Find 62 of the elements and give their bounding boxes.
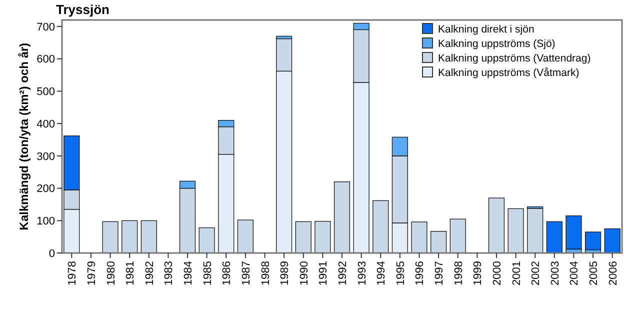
- x-tick-label: 1994: [376, 261, 388, 286]
- bar: [140, 220, 157, 254]
- x-tick-label: 1978: [66, 261, 79, 286]
- bar: [334, 182, 350, 254]
- x-tick-label: 1980: [105, 261, 118, 286]
- bar: [198, 227, 215, 254]
- x-tick-label: 1981: [124, 261, 137, 286]
- legend-label: Kalkning direkt i sjön: [438, 24, 534, 36]
- x-tick-label: 1982: [144, 261, 156, 286]
- bar: [450, 218, 466, 254]
- y-tick-label: 600: [36, 54, 55, 66]
- x-tick-label: 2004: [568, 261, 581, 286]
- y-tick-label: 200: [36, 183, 55, 196]
- y-tick-label: 700: [36, 21, 55, 34]
- bar: [314, 220, 331, 254]
- x-tick-label: 1989: [279, 261, 292, 286]
- bar: [527, 208, 544, 254]
- x-tick-label: 1995: [394, 261, 407, 286]
- x-tick-label: 1985: [202, 261, 214, 286]
- y-tick-label: 300: [36, 150, 55, 163]
- bar: [585, 232, 602, 250]
- x-tick-label: 1992: [337, 261, 349, 286]
- bar: [295, 221, 312, 254]
- bar: [102, 221, 118, 254]
- chart-title: Tryssjön: [56, 2, 110, 17]
- x-tick-label: 1986: [221, 261, 234, 286]
- x-tick-label: 2002: [530, 261, 542, 286]
- x-tick-label: 1984: [182, 261, 195, 286]
- x-tick-label: 1991: [318, 261, 330, 286]
- x-tick-label: 2006: [607, 261, 620, 286]
- y-tick-label: 100: [36, 215, 55, 228]
- x-tick-label: 1990: [298, 261, 310, 286]
- x-tick-label: 1999: [472, 261, 484, 286]
- bar: [488, 198, 505, 254]
- y-tick-label: 0: [48, 248, 55, 260]
- legend-label: Kalkning uppströms (Våtmark): [438, 67, 580, 79]
- y-tick-label: 500: [36, 86, 55, 98]
- bar: [604, 228, 620, 254]
- bar: [237, 220, 254, 254]
- bar: [430, 231, 447, 254]
- x-tick-label: 2005: [588, 261, 600, 286]
- x-tick-label: 1993: [356, 261, 368, 286]
- x-tick-label: 1983: [163, 261, 176, 286]
- x-tick-label: 1979: [86, 261, 98, 286]
- bar: [546, 221, 562, 254]
- bar: [372, 200, 389, 254]
- y-axis-title: Kalkmängd (ton/yta (km²) och år): [17, 42, 31, 230]
- bar: [508, 208, 524, 254]
- bar: [122, 220, 138, 254]
- x-tick-label: 1987: [240, 261, 252, 286]
- x-tick-label: 1998: [452, 261, 465, 286]
- y-tick-label: 400: [36, 118, 55, 130]
- legend-label: Kalkning uppströms (Sjö): [438, 38, 556, 50]
- legend-label: Kalkning uppströms (Vattendrag): [438, 52, 591, 64]
- x-tick-label: 1997: [434, 261, 446, 286]
- bar: [566, 215, 582, 250]
- bar: [411, 222, 428, 254]
- x-tick-label: 2003: [549, 261, 562, 286]
- x-tick-label: 2001: [510, 261, 523, 286]
- x-tick-label: 1988: [260, 261, 272, 286]
- x-tick-label: 1996: [414, 261, 426, 286]
- x-tick-label: 2000: [491, 261, 504, 286]
